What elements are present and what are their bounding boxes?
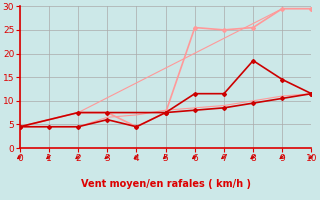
X-axis label: Vent moyen/en rafales ( km/h ): Vent moyen/en rafales ( km/h ) (81, 179, 251, 189)
